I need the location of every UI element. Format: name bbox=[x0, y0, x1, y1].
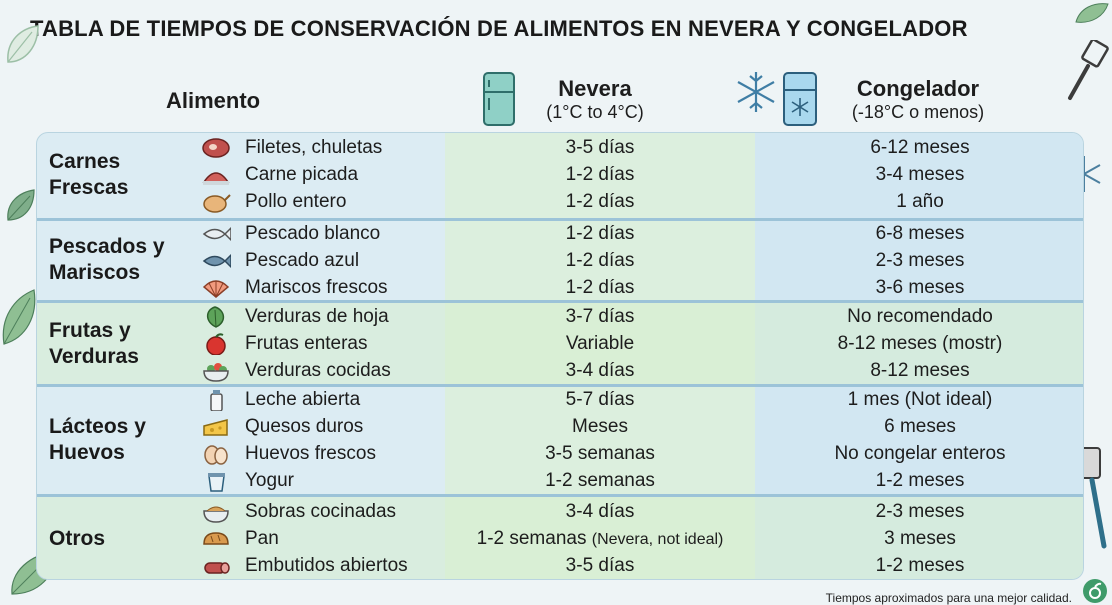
category-label: Pescados y Mariscos bbox=[49, 235, 165, 284]
group-pescados-y-mariscos: Pescados y Mariscos Pescado blanco 1-2 d… bbox=[37, 221, 1083, 301]
cheese-icon bbox=[203, 419, 228, 436]
steak-icon bbox=[202, 138, 230, 158]
leaf-icon bbox=[7, 25, 39, 63]
table-row: Sobras cocinadas 3-4 días 2-3 meses bbox=[37, 499, 1083, 525]
table-row: Pescado blanco 1-2 días 6-8 meses bbox=[37, 221, 1083, 247]
footnote: Tiempos aproximados para una mejor calid… bbox=[825, 591, 1072, 605]
group-carnes-frescas: Carnes Frescas Filetes, chuletas 3-5 día… bbox=[37, 133, 1083, 219]
freezer-icon bbox=[783, 72, 817, 126]
column-header-alimento: Alimento bbox=[166, 88, 261, 113]
leaf-icon bbox=[7, 189, 35, 221]
leftovers-bowl-icon bbox=[203, 506, 229, 523]
table-row: Leche abierta 5-7 días 1 mes (Not ideal) bbox=[37, 387, 1083, 413]
table-row: Pollo entero 1-2 días 1 año bbox=[37, 189, 1083, 215]
group-lacteos-y-huevos: Lácteos y Huevos Leche abierta 5-7 días … bbox=[37, 387, 1083, 495]
table-row: Frutas enteras Variable 8-12 meses (most… bbox=[37, 331, 1083, 357]
category-label: Otros bbox=[49, 527, 106, 550]
table-row: Carne picada 1-2 días 3-4 meses bbox=[37, 162, 1083, 188]
table-row: Quesos duros Meses 6 meses bbox=[37, 414, 1083, 440]
table-row: Pan 1-2 semanas (Nevera, not ideal) 3 me… bbox=[37, 526, 1083, 552]
category-label: Lácteos y Huevos bbox=[49, 415, 146, 464]
congelador-temperature: (-18°C o menos) bbox=[851, 102, 985, 122]
apple-icon bbox=[206, 333, 226, 355]
snowflake-icon bbox=[737, 72, 775, 112]
table-row: Pescado azul 1-2 días 2-3 meses bbox=[37, 248, 1083, 274]
leaf-icon bbox=[1075, 3, 1109, 23]
column-header-congelador: Congelador bbox=[856, 76, 980, 101]
yogurt-icon bbox=[208, 473, 225, 492]
leaf-icon bbox=[2, 289, 36, 345]
column-header-nevera: Nevera bbox=[558, 76, 632, 101]
group-otros: Otros Sobras cocinadas 3-4 días 2-3 mese… bbox=[37, 497, 1083, 579]
category-label: Frutas y Verduras bbox=[49, 319, 139, 368]
table-row: Huevos frescos 3-5 semanas No congelar e… bbox=[37, 441, 1083, 467]
ground-meat-icon bbox=[202, 172, 230, 185]
nevera-temperature: (1°C to 4°C) bbox=[546, 102, 644, 122]
page-title: TABLA DE TIEMPOS DE CONSERVACIÓN DE ALIM… bbox=[30, 16, 968, 41]
storage-table: Carnes Frescas Filetes, chuletas 3-5 día… bbox=[36, 132, 1084, 580]
salad-bowl-icon bbox=[203, 363, 229, 382]
white-fish-icon bbox=[202, 226, 231, 242]
table-row: Mariscos frescos 1-2 días 3-6 meses bbox=[37, 275, 1083, 301]
leafy-greens-icon bbox=[206, 306, 225, 328]
table-row: Filetes, chuletas 3-5 días 6-12 meses bbox=[37, 135, 1083, 161]
milk-icon bbox=[210, 390, 223, 411]
table-row: Embutidos abiertos 3-5 días 1-2 meses bbox=[37, 553, 1083, 579]
spatula-icon bbox=[1068, 40, 1109, 100]
table-row: Verduras de hoja 3-7 días No recomendado bbox=[37, 304, 1083, 330]
fridge-icon bbox=[483, 72, 515, 126]
sausage-icon bbox=[204, 562, 230, 574]
bread-icon bbox=[203, 532, 229, 545]
logo-icon bbox=[1083, 579, 1107, 603]
blue-fish-icon bbox=[202, 253, 231, 269]
shell-icon bbox=[202, 280, 230, 298]
chicken-icon bbox=[203, 194, 231, 213]
table-row: Verduras cocidas 3-4 días 8-12 meses bbox=[37, 358, 1083, 384]
group-frutas-y-verduras: Frutas y Verduras Verduras de hoja 3-7 d… bbox=[37, 303, 1083, 385]
table-row: Yogur 1-2 semanas 1-2 meses bbox=[37, 468, 1083, 494]
egg-icon bbox=[204, 445, 228, 465]
category-label: Carnes Frescas bbox=[49, 150, 129, 199]
